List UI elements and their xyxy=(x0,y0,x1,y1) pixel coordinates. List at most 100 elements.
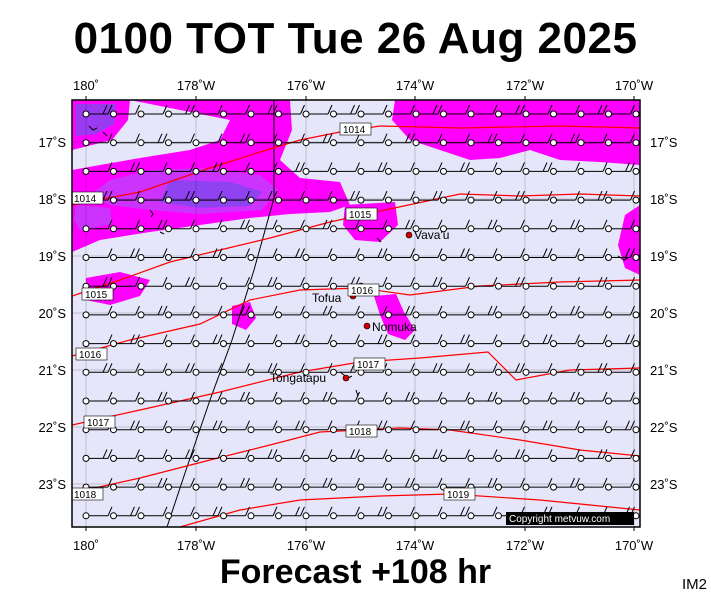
longitude-tick-label: 178˚W xyxy=(177,78,216,93)
wind-barb xyxy=(165,363,195,376)
wind-barb xyxy=(522,477,553,491)
wind-barb xyxy=(440,305,470,319)
wind-barb xyxy=(275,449,305,462)
wind-barb xyxy=(605,276,635,290)
wind-barb xyxy=(275,420,305,434)
wind-barb xyxy=(247,363,278,376)
wind-barb xyxy=(550,477,580,491)
longitude-tick-label: 172˚W xyxy=(506,78,545,93)
wind-barb xyxy=(467,276,498,290)
wind-barb xyxy=(550,162,580,175)
wind-barb xyxy=(110,449,140,462)
wind-barb xyxy=(522,334,553,348)
wind-barb xyxy=(110,477,140,491)
map-frame xyxy=(71,99,641,528)
rain-area xyxy=(374,294,415,340)
wind-barb xyxy=(577,449,608,462)
wind-barb xyxy=(495,391,525,405)
wind-barb xyxy=(192,477,223,491)
latitude-axis-right: 17˚S 18˚S 19˚S 20˚S 21˚S 22˚S 23˚S xyxy=(650,135,678,492)
longitude-tick-label: 180˚ xyxy=(73,78,99,93)
wind-barb xyxy=(357,133,388,147)
rain-area-heavy xyxy=(160,180,262,208)
wind-barb xyxy=(220,449,250,462)
wind-barb xyxy=(467,449,498,462)
wind-barb xyxy=(440,219,470,233)
isobar-label: 1017 xyxy=(353,357,386,371)
wind-barb xyxy=(302,276,333,290)
wind-barb xyxy=(467,162,498,175)
wind-barb xyxy=(632,426,640,434)
wind-barb xyxy=(577,477,608,491)
wind-barb xyxy=(247,219,278,233)
wind-barb xyxy=(165,219,195,233)
wind-barb xyxy=(330,305,360,319)
wind-barb xyxy=(302,449,333,462)
wind-barb xyxy=(357,219,388,233)
wind-barb xyxy=(220,162,250,175)
wind-barb xyxy=(137,190,168,204)
wind-barb xyxy=(522,190,553,204)
wind-barb xyxy=(275,190,305,204)
place-label-tongatapu: Tongatapu xyxy=(270,371,326,385)
wind-barb xyxy=(605,420,635,434)
latitude-tick-label: 18˚S xyxy=(39,192,67,207)
isobar-label: 1015 xyxy=(345,207,378,221)
place-marker-tongatapu xyxy=(342,374,350,382)
wind-barb xyxy=(165,276,195,290)
wind-barb xyxy=(577,248,608,261)
copyright-text: Copyright metvuw.com xyxy=(509,514,610,525)
wind-barb xyxy=(82,363,113,376)
wind-barb xyxy=(385,477,415,491)
wind-barb xyxy=(220,133,250,147)
wind-barb xyxy=(275,334,305,348)
wind-barb xyxy=(330,334,360,348)
wind-barb xyxy=(605,104,635,118)
wind-barb xyxy=(577,391,608,405)
wind-barb xyxy=(605,391,635,405)
wind-barb xyxy=(247,420,278,434)
wind-barb xyxy=(412,162,443,175)
wind-barb xyxy=(110,363,140,376)
wind-barb xyxy=(412,334,443,348)
wind-barb xyxy=(192,334,223,348)
wind-barb xyxy=(220,305,250,319)
wind-barb xyxy=(412,133,443,147)
wind-barb xyxy=(247,449,278,462)
wind-barb xyxy=(577,363,608,376)
wind-barb xyxy=(220,506,250,520)
latitude-tick-label: 19˚S xyxy=(650,249,678,264)
wind-barb xyxy=(137,305,168,319)
wind-barb xyxy=(192,190,223,204)
wind-barb xyxy=(412,305,443,319)
isobar-label: 1019 xyxy=(443,487,476,501)
longitude-tick-label: 172˚W xyxy=(506,538,545,553)
wind-barb xyxy=(632,167,640,175)
svg-text:1018: 1018 xyxy=(74,490,97,501)
wind-barb xyxy=(275,506,305,520)
svg-text:1014: 1014 xyxy=(343,125,366,136)
wind-barb xyxy=(220,219,250,233)
wind-barb xyxy=(550,133,580,147)
wind-barb xyxy=(577,133,608,147)
wind-barb xyxy=(357,477,388,491)
wind-barb xyxy=(495,420,525,434)
wind-barb xyxy=(137,162,168,175)
wind-barb xyxy=(247,248,278,261)
wind-barb xyxy=(330,391,360,405)
island-outline xyxy=(617,255,629,261)
wind-barb xyxy=(247,391,278,405)
wind-barb xyxy=(82,334,113,348)
wind-barb xyxy=(412,219,443,233)
wind-barb xyxy=(275,162,305,175)
wind-barb xyxy=(495,276,525,290)
wind-barb xyxy=(550,420,580,434)
wind-barb xyxy=(605,477,635,491)
wind-barb xyxy=(522,104,553,118)
wind-barb xyxy=(467,133,498,147)
wind-barb xyxy=(247,305,278,319)
wind-barb xyxy=(275,477,305,491)
wind-barb xyxy=(385,363,415,376)
wind-barb xyxy=(247,276,278,290)
wind-barb xyxy=(165,420,195,434)
